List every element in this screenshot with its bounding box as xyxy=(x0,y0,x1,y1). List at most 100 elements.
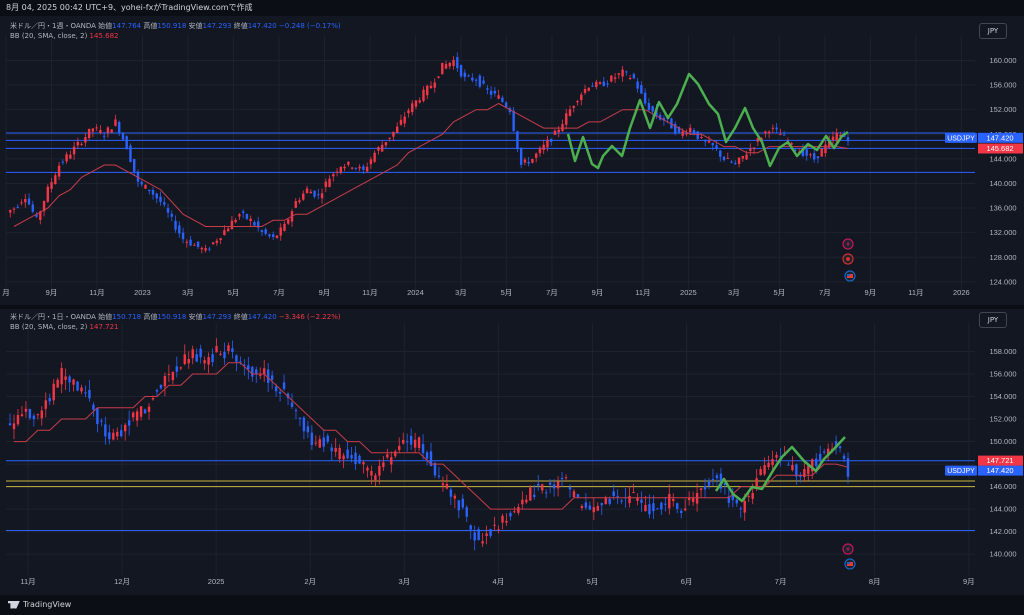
us-flag-icon[interactable] xyxy=(844,270,856,282)
candle-body xyxy=(159,384,163,389)
weekly-chart-svg[interactable]: 124.000 128.000 132.000 136.000 140.000 144.0… xyxy=(0,16,1024,305)
time-tick-label: 2023 xyxy=(134,288,151,297)
candle-body xyxy=(358,455,361,464)
candle-body xyxy=(68,376,71,383)
grid xyxy=(6,323,975,575)
bollinger-basis-line[interactable] xyxy=(14,362,849,510)
candle-body xyxy=(608,498,611,504)
candle-body xyxy=(695,493,699,504)
currency-button[interactable]: JPY xyxy=(979,23,1007,39)
price-tick-label: 152.000 xyxy=(989,415,1016,424)
time-tick-label: 12月 xyxy=(114,577,130,586)
candle-body xyxy=(755,478,758,487)
candle-body xyxy=(373,152,376,162)
candle-body xyxy=(756,138,760,142)
candle-body xyxy=(533,494,536,497)
time-axis[interactable]: 月 9月 11月 2023 3月 5月 7月 9月 11月 2024 3月 5月 7月 9月 11月 2025… xyxy=(2,288,969,297)
candle-body xyxy=(691,497,695,503)
candle-body xyxy=(125,136,128,150)
candle-body xyxy=(561,124,564,132)
candle-body xyxy=(91,128,95,132)
daily-chart-pane[interactable]: 140.000142.000144.000146.000148.000150.0… xyxy=(0,309,1024,595)
candle-body xyxy=(767,131,771,134)
candle-body xyxy=(231,348,234,352)
candle-body xyxy=(354,452,357,464)
candle-body xyxy=(617,73,621,75)
time-tick-label: 11月 xyxy=(635,288,650,297)
candle-body xyxy=(628,78,632,80)
candle-body xyxy=(610,75,613,82)
us-flag-icon[interactable] xyxy=(844,558,856,570)
candle-body xyxy=(580,94,583,101)
candle-body xyxy=(302,417,306,432)
weekly-chart-pane[interactable]: 124.000 128.000 132.000 136.000 140.000 144.0… xyxy=(0,16,1024,305)
candle-body xyxy=(576,494,580,498)
candle-body xyxy=(565,113,568,125)
candle-body xyxy=(223,351,226,359)
price-axis[interactable]: 124.000 128.000 132.000 136.000 140.000 144.0… xyxy=(989,56,1016,286)
daily-bb-legend: BB (20, SMA, close, 2) 147.721 xyxy=(10,323,119,331)
currency-button[interactable]: JPY xyxy=(979,312,1007,328)
candle-body xyxy=(719,473,723,489)
candle-body xyxy=(572,106,575,108)
candle-body xyxy=(56,379,59,388)
wave-drawing[interactable] xyxy=(566,72,849,170)
candle-body xyxy=(148,189,151,192)
candle-body xyxy=(572,491,576,498)
candle-body xyxy=(560,477,564,480)
candle-body xyxy=(167,373,171,375)
candle-body xyxy=(326,435,329,442)
candle-body xyxy=(328,178,331,187)
daily-chart-svg[interactable]: 140.000142.000144.000146.000148.000150.0… xyxy=(0,309,1024,595)
candle-body xyxy=(16,415,20,425)
candle-body xyxy=(598,82,602,84)
candle-body xyxy=(846,137,850,142)
candle-body xyxy=(584,502,588,508)
price-axis[interactable]: 140.000142.000144.000146.000148.000150.0… xyxy=(989,347,1016,559)
candle-body xyxy=(342,455,345,460)
candle-body xyxy=(767,462,770,468)
price-tick-label: 140.000 xyxy=(989,550,1016,559)
candle-body xyxy=(556,481,560,489)
bollinger-basis-line[interactable] xyxy=(13,102,849,227)
candle-body xyxy=(226,228,230,232)
candle-body xyxy=(700,137,703,139)
candle-body xyxy=(106,127,110,134)
candle-body xyxy=(448,62,451,67)
candle-body xyxy=(147,406,151,412)
candle-body xyxy=(534,153,538,158)
pane-separator[interactable] xyxy=(0,305,1024,309)
wave-drawing[interactable] xyxy=(714,436,846,503)
candle-body xyxy=(40,410,43,419)
price-tick-label: 124.000 xyxy=(989,277,1016,286)
candle-body xyxy=(76,381,79,391)
price-tick-label: 156.000 xyxy=(989,370,1016,379)
candle-body xyxy=(596,505,599,511)
candle-body xyxy=(314,442,318,444)
time-tick-label: 2月 xyxy=(304,577,316,586)
candle-body xyxy=(251,366,254,377)
candle-body xyxy=(102,135,106,137)
candle-body xyxy=(606,83,609,85)
candle-body xyxy=(174,220,177,230)
candle-body xyxy=(65,154,68,162)
candle-body xyxy=(537,483,540,486)
event-zap-icon[interactable] xyxy=(842,238,854,250)
event-dot-icon[interactable] xyxy=(842,253,854,265)
candle-body xyxy=(332,174,335,177)
candle-body xyxy=(8,423,12,426)
candle-body xyxy=(207,357,210,365)
daily-legend: 米ドル／円・1日・OANDA 始値150.718 高値150.918 安値147… xyxy=(10,313,341,321)
event-zap-icon[interactable] xyxy=(842,543,854,555)
time-axis[interactable]: 11月 12月 2025 2月 3月 4月 5月 6月 7月 8月 9月 xyxy=(20,577,974,586)
candle-body xyxy=(628,495,631,504)
candle-body xyxy=(163,376,167,387)
price-tick-label: 132.000 xyxy=(989,228,1016,237)
candle-body xyxy=(576,101,579,103)
legend-title: 米ドル／円・1週・OANDA xyxy=(10,22,96,30)
candle-body xyxy=(409,435,413,445)
candle-body xyxy=(72,379,75,385)
candle-body xyxy=(731,493,735,501)
candle-body xyxy=(309,191,312,194)
candle-body xyxy=(31,204,34,212)
